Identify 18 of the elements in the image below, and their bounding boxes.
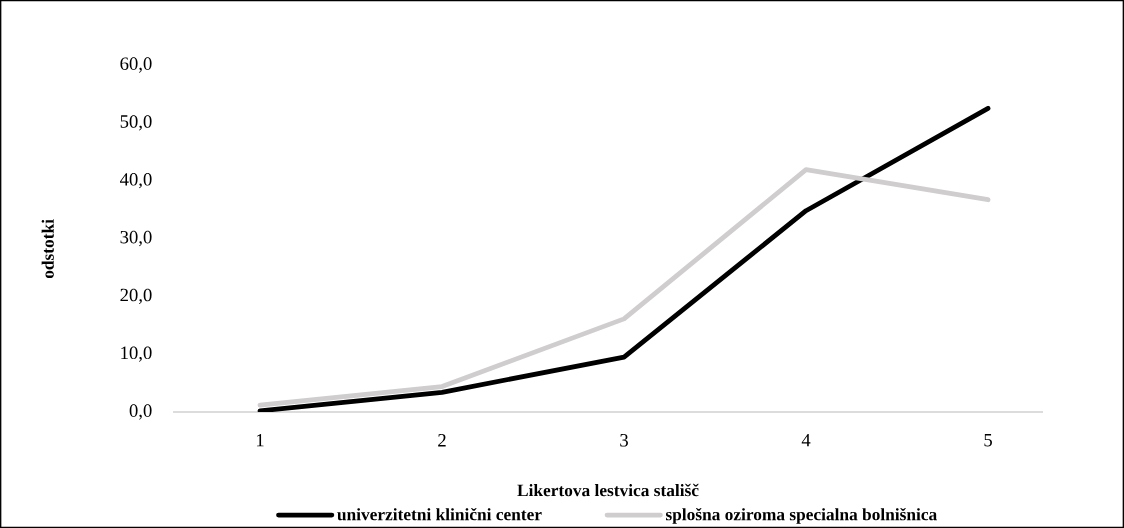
y-tick-label: 40,0 — [119, 173, 152, 189]
x-tick-label: 1 — [256, 434, 264, 447]
y-tick-label: 0,0 — [129, 404, 152, 420]
line-series — [257, 167, 991, 408]
y-tick-label: 60,0 — [120, 57, 152, 73]
y-tick-label: 30,0 — [120, 230, 152, 247]
y-tick-label: 10,0 — [121, 346, 152, 362]
x-tick-label: 3 — [620, 434, 628, 447]
x-tick-label: 2 — [438, 434, 446, 447]
legend-label: univerzitetni klinični center — [337, 507, 542, 521]
line-series — [257, 105, 991, 412]
y-tick-label: 20,0 — [120, 288, 152, 304]
legend-label: splošna oziroma specialna bolnišnica — [665, 507, 937, 524]
x-tick-label: 5 — [984, 434, 992, 447]
y-axis-title: odstotki — [41, 219, 54, 279]
x-tick-label: 4 — [801, 434, 811, 447]
x-axis-title: Likertova lestvica stališč — [517, 483, 699, 497]
y-tick-label: 50,0 — [120, 115, 152, 131]
